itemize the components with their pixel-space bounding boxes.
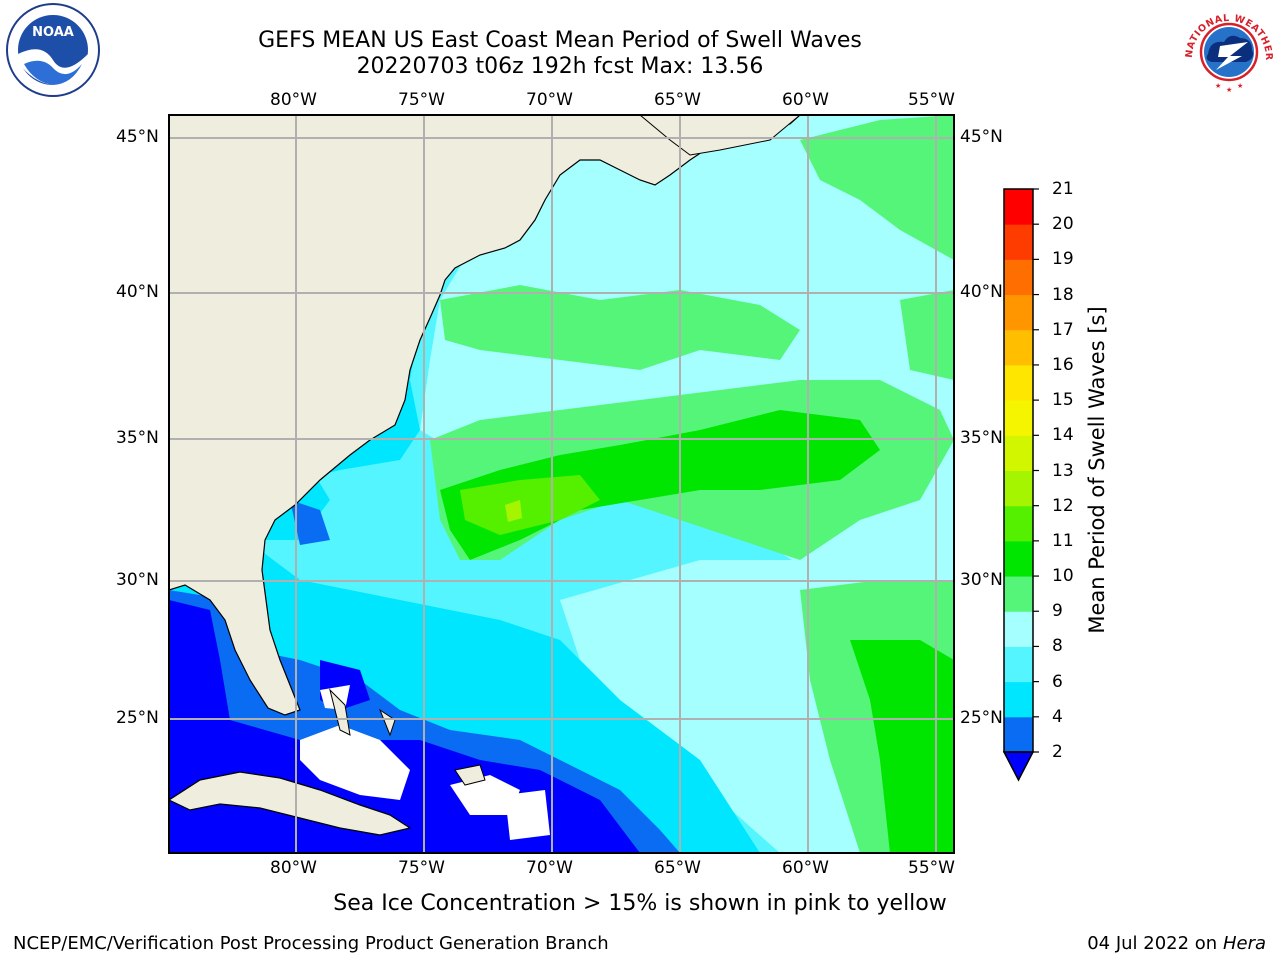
lat-label-right-45n: 45°N (960, 127, 1003, 147)
lon-label-top-65w: 65°W (654, 90, 701, 110)
colorbar-segment (1004, 435, 1033, 471)
colorbar-segment (1004, 505, 1033, 542)
colorbar-title: Mean Period of Swell Waves [s] (1085, 306, 1109, 634)
lon-label-bottom-65w: 65°W (654, 858, 701, 878)
lon-label-top-80w: 80°W (270, 90, 317, 110)
svg-text:★: ★ (1215, 82, 1221, 90)
lon-label-top-70w: 70°W (526, 90, 573, 110)
colorbar-tick-label: 9 (1052, 601, 1063, 622)
lon-label-top-55w: 55°W (908, 90, 955, 110)
lat-label-right-35n: 35°N (960, 428, 1003, 448)
colorbar-tick-label: 11 (1052, 530, 1074, 551)
colorbar-tick-label: 20 (1052, 214, 1074, 235)
lat-label-left-45n: 45°N (116, 127, 159, 147)
colorbar-under-arrow (1002, 751, 1035, 782)
lat-label-right-25n: 25°N (960, 708, 1003, 728)
lon-label-bottom-55w: 55°W (908, 858, 955, 878)
colorbar-tick-label: 12 (1052, 495, 1074, 516)
sea-ice-note: Sea Ice Concentration > 15% is shown in … (333, 891, 947, 916)
colorbar-tick-label: 14 (1052, 425, 1074, 446)
footer-host: Hera (1222, 933, 1266, 954)
colorbar-tick-label: 21 (1052, 179, 1074, 199)
svg-text:★: ★ (1226, 86, 1232, 94)
noaa-logo: NOAA (6, 3, 100, 97)
colorbar-tick-label: 15 (1052, 390, 1074, 411)
map-gridlines (169, 115, 954, 853)
colorbar-segment (1004, 576, 1033, 612)
lat-label-left-35n: 35°N (116, 428, 159, 448)
colorbar-segment (1004, 716, 1033, 753)
lon-label-bottom-80w: 80°W (270, 858, 317, 878)
lat-label-right-30n: 30°N (960, 570, 1003, 590)
colorbar-tick-label: 10 (1052, 566, 1074, 587)
colorbar-segment (1004, 224, 1033, 260)
colorbar-segment (1004, 400, 1033, 436)
colorbar-tick-label: 17 (1052, 319, 1074, 340)
colorbar-tick-label: 19 (1052, 249, 1074, 270)
colorbar (1002, 188, 1039, 782)
lon-label-top-60w: 60°W (782, 90, 829, 110)
colorbar-segment (1004, 189, 1033, 225)
colorbar-tick-label: 18 (1052, 284, 1074, 305)
colorbar-tick-label: 6 (1052, 671, 1063, 692)
colorbar-tick-label: 13 (1052, 460, 1074, 481)
noaa-logo-text: NOAA (32, 25, 74, 40)
lat-label-left-25n: 25°N (116, 708, 159, 728)
colorbar-tick-label: 2 (1052, 742, 1063, 762)
nws-logo: NATIONAL WEATHER SERVICE ★ ★ ★ (1180, 2, 1275, 98)
chart-subtitle: 20220703 t06z 192h fcst Max: 13.56 (356, 54, 764, 79)
colorbar-segment (1004, 259, 1033, 296)
lat-label-left-40n: 40°N (116, 282, 159, 302)
map-plot-area (169, 115, 954, 853)
lat-label-right-40n: 40°N (960, 282, 1003, 302)
lat-label-left-30n: 30°N (116, 570, 159, 590)
lon-label-bottom-70w: 70°W (526, 858, 573, 878)
chart-title: GEFS MEAN US East Coast Mean Period of S… (258, 28, 862, 53)
colorbar-segment (1004, 294, 1033, 331)
footer-date-text: 04 Jul 2022 on (1087, 933, 1223, 954)
colorbar-segment (1004, 540, 1033, 577)
colorbar-tick-label: 8 (1052, 636, 1063, 657)
footer-credit: NCEP/EMC/Verification Post Processing Pr… (13, 933, 609, 954)
lon-label-bottom-60w: 60°W (782, 858, 829, 878)
colorbar-segment (1004, 646, 1033, 683)
colorbar-segment (1004, 364, 1033, 401)
colorbar-tick-label: 4 (1052, 706, 1063, 727)
footer-date: 04 Jul 2022 on Hera (1087, 933, 1266, 954)
colorbar-segment (1004, 470, 1033, 507)
colorbar-segment (1004, 611, 1033, 647)
lon-label-bottom-75w: 75°W (398, 858, 445, 878)
svg-text:★: ★ (1237, 82, 1243, 90)
colorbar-segment (1004, 681, 1033, 718)
lon-label-top-75w: 75°W (398, 90, 445, 110)
colorbar-tick-label: 16 (1052, 354, 1074, 375)
map-frame (168, 114, 955, 854)
colorbar-segment (1004, 329, 1033, 366)
